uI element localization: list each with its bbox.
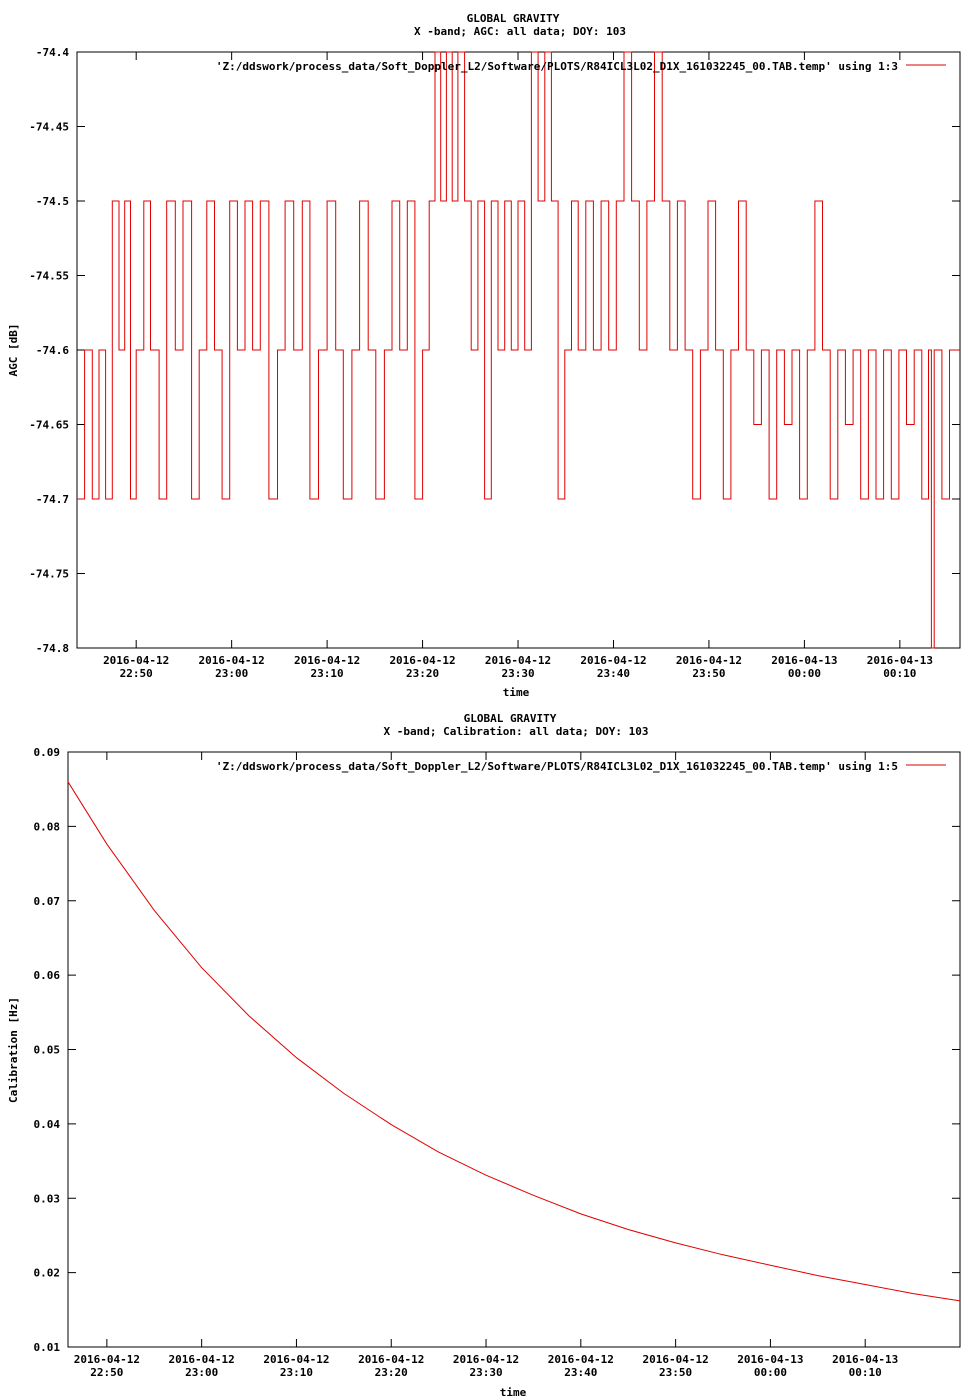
x-tick-time: 22:50 <box>120 667 153 680</box>
y-axis-label: AGC [dB] <box>7 324 20 377</box>
x-tick-time: 00:00 <box>788 667 821 680</box>
x-tick-time: 23:50 <box>692 667 725 680</box>
x-tick-date: 2016-04-12 <box>169 1353 235 1366</box>
x-tick-time: 00:10 <box>883 667 916 680</box>
x-tick-date: 2016-04-12 <box>263 1353 329 1366</box>
x-tick-date: 2016-04-12 <box>358 1353 424 1366</box>
legend-label: 'Z:/ddswork/process_data/Soft_Doppler_L2… <box>216 60 898 73</box>
x-tick-date: 2016-04-12 <box>199 654 265 667</box>
y-tick-label: 0.04 <box>34 1118 61 1131</box>
x-tick-date: 2016-04-13 <box>737 1353 803 1366</box>
y-axis-ticks: 0.01 0.02 0.03 0.04 0.05 0.06 0.07 0.08 0.09 <box>34 746 960 1354</box>
y-tick-label: -74.65 <box>29 419 69 432</box>
y-tick-label: 0.08 <box>34 820 61 833</box>
plot-frame <box>67 751 961 1348</box>
x-tick-date: 2016-04-12 <box>643 1353 709 1366</box>
x-tick-date: 2016-04-12 <box>676 654 742 667</box>
y-tick-label: -74.7 <box>36 493 69 506</box>
y-tick-label: -74.4 <box>36 46 69 59</box>
x-tick-date: 2016-04-13 <box>771 654 837 667</box>
x-tick-date: 2016-04-12 <box>485 654 551 667</box>
x-axis-ticks: 2016-04-1222:502016-04-1223:002016-04-12… <box>74 752 898 1379</box>
legend-label: 'Z:/ddswork/process_data/Soft_Doppler_L2… <box>216 760 898 773</box>
x-tick-time: 23:30 <box>469 1366 502 1379</box>
x-tick-time: 23:20 <box>375 1366 408 1379</box>
x-tick-time: 23:50 <box>659 1366 692 1379</box>
x-tick-time: 00:00 <box>754 1366 787 1379</box>
x-tick-date: 2016-04-12 <box>453 1353 519 1366</box>
y-tick-label: -74.8 <box>36 642 69 655</box>
x-axis-label: time <box>500 1386 527 1399</box>
y-tick-label: 0.02 <box>34 1267 61 1280</box>
x-tick-time: 23:30 <box>501 667 534 680</box>
y-axis-ticks: -74.4 -74.45 -74.5 -74.55 -74.6 -74.65 -74.7 -7… <box>29 46 960 655</box>
x-axis-label: time <box>503 686 530 699</box>
agc-series-line <box>77 51 960 649</box>
y-tick-label: 0.05 <box>34 1044 61 1057</box>
chart-subtitle: X -band; Calibration: all data; DOY: 103 <box>384 725 649 738</box>
x-tick-date: 2016-04-12 <box>74 1353 140 1366</box>
x-tick-time: 23:10 <box>311 667 344 680</box>
y-tick-label: -74.75 <box>29 568 69 581</box>
y-tick-label: -74.55 <box>29 270 69 283</box>
x-tick-time: 23:40 <box>564 1366 597 1379</box>
x-tick-time: 00:10 <box>849 1366 882 1379</box>
calibration-chart: GLOBAL GRAVITY X -band; Calibration: all… <box>7 712 961 1399</box>
y-tick-label: -74.5 <box>36 195 69 208</box>
x-axis-ticks: 2016-04-1222:502016-04-1223:002016-04-12… <box>103 52 933 680</box>
x-tick-date: 2016-04-12 <box>103 654 169 667</box>
x-tick-time: 23:00 <box>215 667 248 680</box>
x-tick-date: 2016-04-13 <box>867 654 933 667</box>
x-tick-date: 2016-04-12 <box>580 654 646 667</box>
chart-title: GLOBAL GRAVITY <box>467 12 560 25</box>
chart-title: GLOBAL GRAVITY <box>464 712 557 725</box>
y-tick-label: 0.01 <box>34 1341 61 1354</box>
x-tick-time: 23:20 <box>406 667 439 680</box>
y-tick-label: -74.6 <box>36 344 69 357</box>
y-axis-label: Calibration [Hz] <box>7 997 20 1103</box>
y-tick-label: 0.06 <box>34 969 61 982</box>
agc-chart: GLOBAL GRAVITY X -band; AGC: all data; D… <box>7 12 961 699</box>
x-tick-date: 2016-04-12 <box>548 1353 614 1366</box>
y-tick-label: 0.03 <box>34 1192 61 1205</box>
x-tick-date: 2016-04-13 <box>832 1353 898 1366</box>
x-tick-time: 23:10 <box>280 1366 313 1379</box>
y-tick-label: 0.07 <box>34 895 61 908</box>
chart-subtitle: X -band; AGC: all data; DOY: 103 <box>414 25 626 38</box>
x-tick-time: 22:50 <box>90 1366 123 1379</box>
x-tick-time: 23:40 <box>597 667 630 680</box>
y-tick-label: -74.45 <box>29 121 69 134</box>
calibration-series-line <box>67 781 961 1302</box>
x-tick-date: 2016-04-12 <box>389 654 455 667</box>
y-tick-label: 0.09 <box>34 746 61 759</box>
x-tick-time: 23:00 <box>185 1366 218 1379</box>
x-tick-date: 2016-04-12 <box>294 654 360 667</box>
